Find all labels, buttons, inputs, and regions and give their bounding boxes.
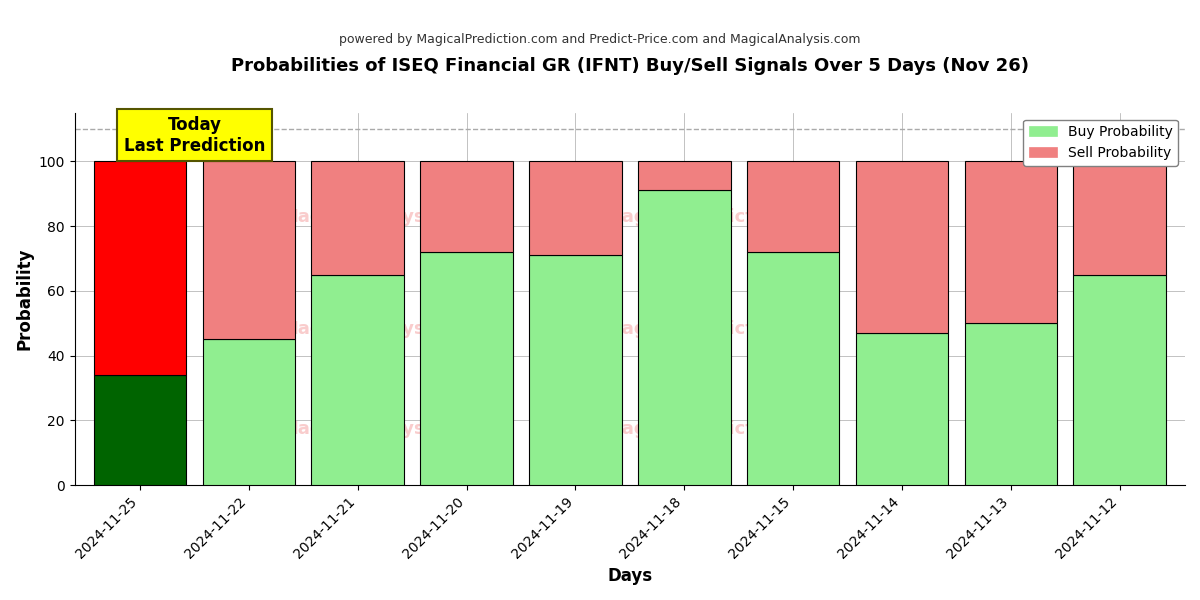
Text: Today
Last Prediction: Today Last Prediction (124, 116, 265, 155)
Text: MagicalAnalysis.com: MagicalAnalysis.com (281, 208, 491, 226)
Bar (638, 161, 731, 190)
Text: MagicalAnalysis.com: MagicalAnalysis.com (281, 320, 491, 338)
Title: Probabilities of ISEQ Financial GR (IFNT) Buy/Sell Signals Over 5 Days (Nov 26): Probabilities of ISEQ Financial GR (IFNT… (230, 57, 1028, 75)
Bar (746, 252, 839, 485)
Bar (638, 190, 731, 485)
Bar (746, 161, 839, 252)
Bar (420, 252, 512, 485)
Bar (965, 323, 1057, 485)
Bar (856, 333, 948, 485)
Text: MagicalPrediction.com: MagicalPrediction.com (604, 208, 834, 226)
Y-axis label: Probability: Probability (16, 248, 34, 350)
Bar (203, 161, 295, 340)
Text: powered by MagicalPrediction.com and Predict-Price.com and MagicalAnalysis.com: powered by MagicalPrediction.com and Pre… (340, 32, 860, 46)
Bar (529, 161, 622, 255)
X-axis label: Days: Days (607, 567, 653, 585)
Text: MagicalPrediction.com: MagicalPrediction.com (604, 420, 834, 438)
Bar (529, 255, 622, 485)
Bar (203, 340, 295, 485)
Bar (1074, 161, 1166, 275)
Legend: Buy Probability, Sell Probability: Buy Probability, Sell Probability (1024, 119, 1178, 166)
Bar (312, 275, 404, 485)
Bar (94, 161, 186, 375)
Bar (856, 161, 948, 333)
Bar (965, 161, 1057, 323)
Bar (420, 161, 512, 252)
Text: MagicalPrediction.com: MagicalPrediction.com (604, 320, 834, 338)
Bar (94, 375, 186, 485)
Text: MagicalAnalysis.com: MagicalAnalysis.com (281, 420, 491, 438)
Bar (312, 161, 404, 275)
Bar (1074, 275, 1166, 485)
